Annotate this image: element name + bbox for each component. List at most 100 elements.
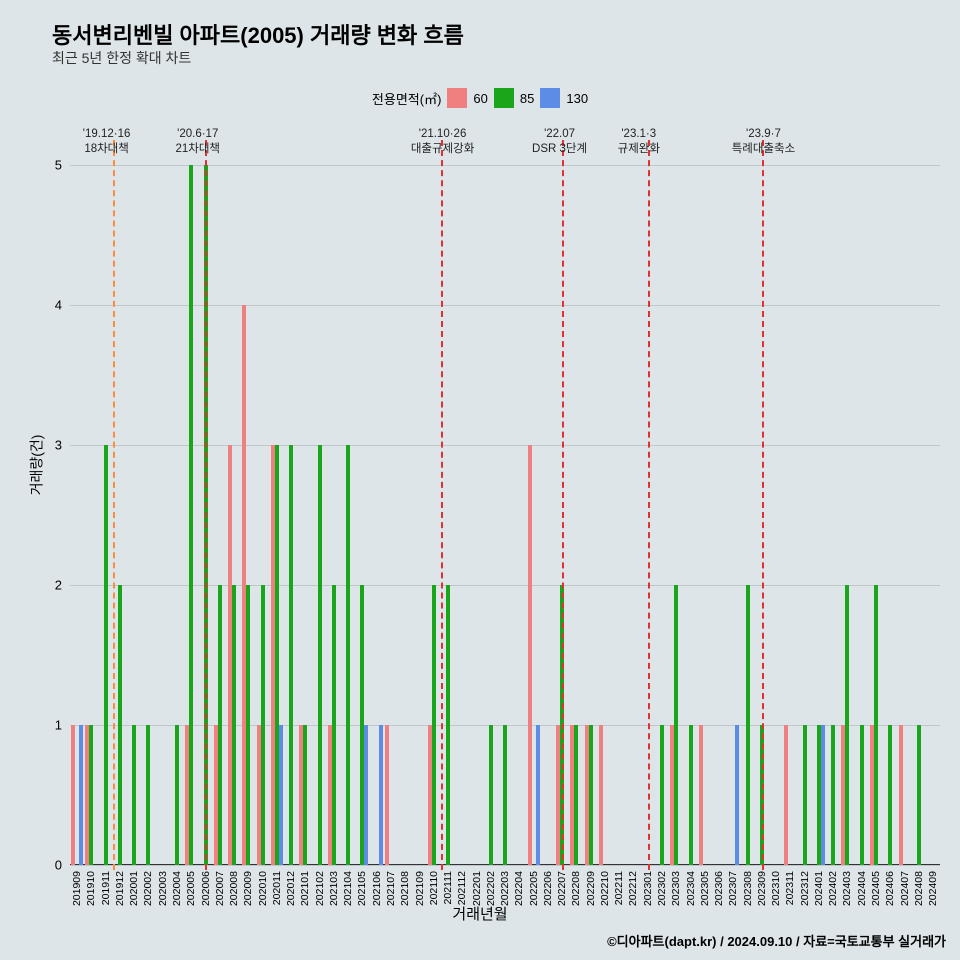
bar (232, 585, 236, 865)
policy-marker-label: '22.07DSR 3단계 (532, 127, 587, 157)
month-group: 202312 (798, 165, 812, 865)
x-tick-label: 202204 (513, 871, 525, 906)
month-group: 202406 (883, 165, 897, 865)
month-group: 202303 (669, 165, 683, 865)
x-tick-label: 202105 (356, 871, 368, 906)
policy-marker-line (441, 140, 443, 870)
x-tick-label: 202308 (742, 871, 754, 906)
bar (71, 725, 75, 865)
x-tick-label: 202307 (727, 871, 739, 906)
bar (917, 725, 921, 865)
x-tick-label: 202112 (456, 871, 468, 905)
y-tick-label: 1 (55, 718, 62, 733)
month-group: 202304 (683, 165, 697, 865)
month-group: 202102 (313, 165, 327, 865)
policy-marker-label: '23.9·7특례대출축소 (732, 127, 795, 157)
month-group: 202308 (740, 165, 754, 865)
month-group: 202110 (427, 165, 441, 865)
y-tick-label: 5 (55, 158, 62, 173)
x-tick-label: 202403 (841, 871, 853, 906)
x-tick-label: 202003 (157, 871, 169, 906)
month-group: 202003 (156, 165, 170, 865)
x-tick-label: 202012 (285, 871, 297, 906)
x-tick-label: 202106 (371, 871, 383, 906)
month-group: 202107 (384, 165, 398, 865)
bar (261, 585, 265, 865)
x-tick-label: 202202 (485, 871, 497, 906)
month-group: 202407 (897, 165, 911, 865)
month-group: 202204 (512, 165, 526, 865)
bar (860, 725, 864, 865)
x-tick-label: 202201 (471, 871, 483, 906)
month-group: 202007 (213, 165, 227, 865)
x-tick-label: 202404 (856, 871, 868, 906)
bar (146, 725, 150, 865)
month-group: 202307 (726, 165, 740, 865)
bar (189, 165, 193, 865)
bar (660, 725, 664, 865)
x-tick-label: 202007 (214, 871, 226, 906)
month-group: 202009 (241, 165, 255, 865)
x-tick-label: 202104 (342, 871, 354, 906)
bar (845, 585, 849, 865)
month-group: 202004 (170, 165, 184, 865)
x-tick-label: 202107 (385, 871, 397, 906)
x-tick-label: 202212 (627, 871, 639, 906)
x-tick-label: 201909 (71, 871, 83, 906)
y-tick-label: 3 (55, 438, 62, 453)
legend-swatch-85 (494, 88, 514, 108)
legend-item-85: 85 (520, 91, 534, 106)
month-group: 202111 (441, 165, 455, 865)
month-group: 202203 (498, 165, 512, 865)
month-group: 202112 (455, 165, 469, 865)
x-tick-label: 202010 (257, 871, 269, 906)
policy-marker-line (648, 140, 650, 870)
month-group: 201912 (113, 165, 127, 865)
month-group: 202202 (484, 165, 498, 865)
bar (699, 725, 703, 865)
bar (303, 725, 307, 865)
bar (784, 725, 788, 865)
x-tick-label: 202108 (399, 871, 411, 906)
bar (874, 585, 878, 865)
bar (289, 445, 293, 865)
x-tick-label: 202210 (599, 871, 611, 906)
x-tick-label: 202209 (585, 871, 597, 906)
bars-container: 2019092019102019112019122020012020022020… (70, 165, 940, 865)
month-group: 202403 (840, 165, 854, 865)
y-tick-label: 4 (55, 298, 62, 313)
month-group: 202105 (355, 165, 369, 865)
x-tick-label: 201910 (85, 871, 97, 906)
month-group: 202104 (341, 165, 355, 865)
month-group: 202404 (855, 165, 869, 865)
month-group: 202010 (255, 165, 269, 865)
bar (674, 585, 678, 865)
month-group: 202103 (327, 165, 341, 865)
x-tick-label: 202302 (656, 871, 668, 906)
x-tick-label: 202009 (242, 871, 254, 906)
month-group: 201911 (99, 165, 113, 865)
bar (79, 725, 83, 865)
policy-marker-line (205, 140, 207, 870)
month-group: 202408 (912, 165, 926, 865)
x-tick-label: 202109 (414, 871, 426, 906)
legend-item-60: 60 (473, 91, 487, 106)
x-tick-label: 202306 (713, 871, 725, 906)
bar (831, 725, 835, 865)
bar (489, 725, 493, 865)
x-tick-label: 202409 (927, 871, 939, 906)
bar (446, 585, 450, 865)
month-group: 202209 (584, 165, 598, 865)
x-tick-label: 202011 (271, 871, 283, 905)
month-group: 202001 (127, 165, 141, 865)
month-group: 202108 (398, 165, 412, 865)
x-tick-label: 202407 (899, 871, 911, 906)
bar (589, 725, 593, 865)
policy-marker-line (562, 140, 564, 870)
month-group: 202106 (370, 165, 384, 865)
policy-marker-label: '23.1·3규제완화 (618, 127, 660, 157)
policy-marker-label: '20.6·1721차대책 (175, 127, 220, 157)
x-tick-label: 202305 (699, 871, 711, 906)
y-tick-label: 2 (55, 578, 62, 593)
x-tick-label: 202405 (870, 871, 882, 906)
